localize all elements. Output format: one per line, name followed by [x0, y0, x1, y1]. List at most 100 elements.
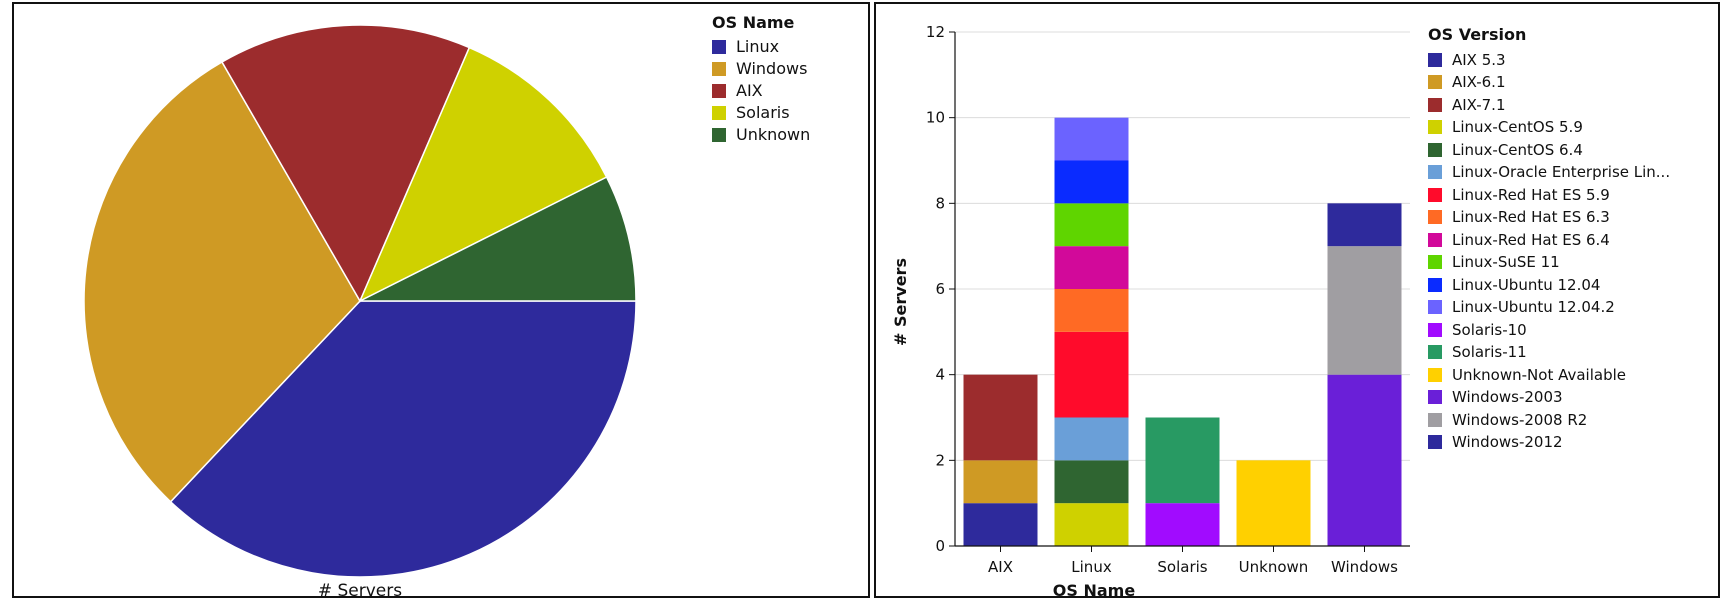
- legend-item: AIX 5.3: [1428, 49, 1670, 72]
- legend-item: Solaris-10: [1428, 319, 1670, 342]
- legend-swatch: [1428, 187, 1442, 202]
- legend-item: Linux-Ubuntu 12.04.2: [1428, 296, 1670, 319]
- os-name-legend: OS Name Linux Windows AIX Solaris Unknown: [712, 12, 810, 146]
- legend-swatch: [1428, 345, 1442, 360]
- legend-label: Windows-2008 R2: [1452, 410, 1588, 429]
- bar-segment-aix-6-1: [963, 460, 1038, 504]
- bar-segment-linux-red-hat-es-6-4: [1054, 246, 1129, 289]
- legend-item: Linux-CentOS 5.9: [1428, 116, 1670, 139]
- legend-item: Solaris-11: [1428, 341, 1670, 364]
- bar-segment-linux-oracle-enterprise-lin-: [1054, 417, 1129, 461]
- legend-label: Linux-CentOS 5.9: [1452, 118, 1583, 136]
- legend-label: Unknown-Not Available: [1452, 365, 1626, 384]
- pie-slice-windows: [83, 60, 361, 503]
- legend-swatch: [1428, 390, 1442, 405]
- legend-label: Linux-Oracle Enterprise Lin...: [1452, 163, 1671, 181]
- bar-segment-windows-2012: [1327, 203, 1402, 247]
- legend-label: Linux: [736, 37, 780, 56]
- y-tick-label: 10: [926, 109, 945, 127]
- legend-item-linux: Linux: [712, 36, 810, 58]
- y-tick-label: 6: [935, 280, 945, 298]
- bar-segment-linux-ubuntu-12-04-2: [1054, 117, 1129, 161]
- y-tick-label: 12: [926, 23, 945, 41]
- legend-item: Unknown-Not Available: [1428, 364, 1670, 387]
- legend-item: Linux-Red Hat ES 6.3: [1428, 206, 1670, 229]
- legend-item-windows: Windows: [712, 58, 810, 80]
- legend-swatch: [1428, 52, 1442, 67]
- legend-label: AIX-7.1: [1452, 95, 1506, 114]
- legend-swatch: [712, 128, 726, 142]
- legend-label: Solaris-11: [1452, 343, 1527, 361]
- legend-item: AIX-7.1: [1428, 94, 1670, 117]
- legend-label: Linux-Ubuntu 12.04.2: [1452, 298, 1615, 316]
- bar-segment-linux-ubuntu-12-04: [1054, 160, 1129, 204]
- legend-title: OS Version: [1428, 25, 1527, 44]
- x-tick-label-windows: Windows: [1331, 558, 1398, 576]
- pie-slice-unknown: [359, 176, 637, 302]
- legend-item-aix: AIX: [712, 80, 810, 102]
- x-tick-label-aix: AIX: [988, 558, 1013, 576]
- legend-swatch: [1428, 255, 1442, 270]
- pie-slice-solaris: [358, 46, 608, 303]
- legend-swatch: [1428, 120, 1442, 135]
- stacked-bar-chart: 0 2 4 6 8 10 12 AIX Linux Solaris Unknown Windows: [926, 23, 1410, 576]
- legend-item: Linux-SuSE 11: [1428, 251, 1670, 274]
- legend-item: Linux-Oracle Enterprise Lin...: [1428, 161, 1670, 184]
- legend-swatch: [1428, 367, 1442, 382]
- bar-segment-unknown-not-available: [1236, 460, 1311, 546]
- legend-item: Linux-CentOS 6.4: [1428, 139, 1670, 162]
- legend-item: AIX-6.1: [1428, 71, 1670, 94]
- y-tick-label: 8: [935, 194, 945, 212]
- legend-label: Linux-Ubuntu 12.04: [1452, 275, 1601, 294]
- legend-label: Linux-Red Hat ES 6.4: [1452, 230, 1610, 249]
- bar-segment-linux-suse-11: [1054, 203, 1129, 247]
- legend-swatch: [1428, 322, 1442, 337]
- legend-label: Solaris-10: [1452, 320, 1527, 339]
- legend-swatch: [1428, 75, 1442, 90]
- bar-segment-aix-5-3: [963, 503, 1038, 546]
- legend-title: OS Name: [712, 13, 795, 32]
- legend-label: Windows-2012: [1452, 433, 1563, 451]
- legend-item-unknown: Unknown: [712, 124, 810, 146]
- legend-swatch: [1428, 277, 1442, 292]
- bar-segment-windows-2008-r2: [1327, 246, 1402, 375]
- legend-swatch: [1428, 412, 1442, 427]
- bar-segment-aix-7-1: [963, 374, 1038, 461]
- legend-swatch: [1428, 232, 1442, 247]
- pie-caption: # Servers: [318, 581, 402, 601]
- legend-swatch: [712, 84, 726, 98]
- legend-swatch: [712, 40, 726, 54]
- os-version-legend: OS Version AIX 5.3 AIX-6.1 AIX-7.1 Linux-Ce…: [1428, 24, 1670, 454]
- legend-item: Windows-2003: [1428, 386, 1670, 409]
- bar-segment-linux-centos-6-4: [1054, 460, 1129, 504]
- legend-swatch: [1428, 165, 1442, 180]
- bar-segment-windows-2003: [1327, 374, 1402, 546]
- legend-label: Linux-SuSE 11: [1452, 253, 1560, 271]
- legend-item: Linux-Red Hat ES 5.9: [1428, 184, 1670, 207]
- legend-swatch: [712, 62, 726, 76]
- legend-label: Linux-Red Hat ES 5.9: [1452, 185, 1610, 204]
- legend-label: Solaris: [736, 103, 790, 122]
- bar-segment-solaris-11: [1145, 417, 1220, 504]
- legend-item-solaris: Solaris: [712, 102, 810, 124]
- legend-label: Linux-CentOS 6.4: [1452, 140, 1583, 159]
- x-tick-label-linux: Linux: [1071, 558, 1112, 576]
- bar-segment-linux-centos-5-9: [1054, 503, 1129, 546]
- bar-segment-solaris-10: [1145, 503, 1220, 546]
- legend-swatch: [1428, 300, 1442, 315]
- x-axis-title: OS Name: [1053, 581, 1136, 600]
- legend-label: AIX-6.1: [1452, 73, 1506, 91]
- bar-segment-linux-red-hat-es-6-3: [1054, 289, 1129, 332]
- legend-label: AIX: [736, 81, 763, 100]
- x-tick-label-solaris: Solaris: [1157, 558, 1207, 576]
- legend-label: Unknown: [736, 125, 811, 144]
- y-axis-title: # Servers: [891, 258, 910, 346]
- pie-slice-aix: [220, 24, 471, 303]
- pie-slice-linux: [169, 300, 637, 578]
- legend-label: AIX 5.3: [1452, 50, 1506, 69]
- legend-item: Windows-2012: [1428, 431, 1670, 454]
- legend-label: Windows: [736, 59, 808, 78]
- x-tick-label-unknown: Unknown: [1239, 558, 1309, 576]
- y-tick-label: 4: [935, 366, 945, 384]
